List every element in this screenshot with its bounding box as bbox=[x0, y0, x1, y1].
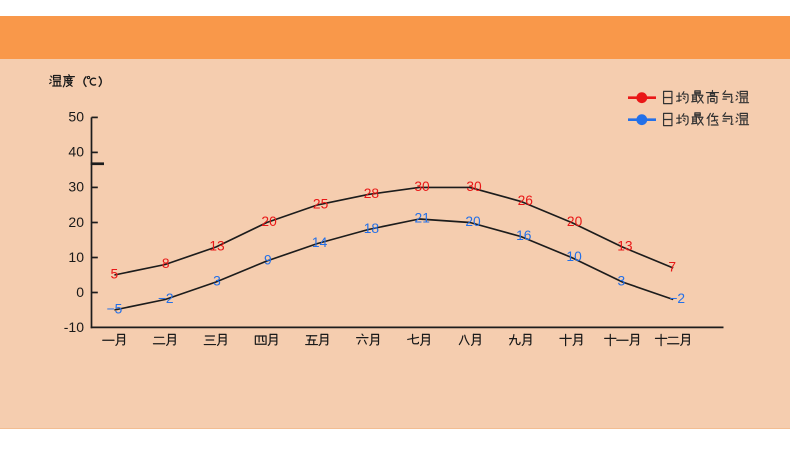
svg-text:7: 7 bbox=[668, 260, 676, 275]
svg-text:13: 13 bbox=[617, 239, 633, 254]
svg-text:18: 18 bbox=[364, 221, 380, 236]
svg-text:20: 20 bbox=[465, 214, 481, 229]
svg-text:21: 21 bbox=[415, 211, 430, 226]
svg-text:3: 3 bbox=[618, 274, 626, 289]
svg-text:26: 26 bbox=[518, 193, 534, 208]
svg-text:−2: −2 bbox=[158, 291, 174, 306]
svg-text:14: 14 bbox=[312, 235, 328, 250]
svg-text:50: 50 bbox=[68, 109, 84, 125]
svg-text:5: 5 bbox=[111, 267, 119, 282]
svg-text:10: 10 bbox=[566, 249, 582, 264]
svg-text:0: 0 bbox=[76, 284, 84, 300]
svg-text:40: 40 bbox=[68, 144, 84, 160]
svg-text:20: 20 bbox=[261, 214, 277, 229]
svg-text:3: 3 bbox=[213, 274, 221, 289]
svg-text:25: 25 bbox=[313, 197, 329, 212]
svg-text:−5: −5 bbox=[107, 302, 123, 317]
svg-text:20: 20 bbox=[567, 214, 583, 229]
svg-text:13: 13 bbox=[209, 239, 225, 254]
svg-text:30: 30 bbox=[68, 179, 84, 195]
svg-text:−2: −2 bbox=[669, 291, 685, 306]
svg-text:-10: -10 bbox=[64, 319, 84, 335]
svg-text:10: 10 bbox=[68, 249, 84, 265]
svg-text:28: 28 bbox=[364, 186, 380, 201]
svg-text:8: 8 bbox=[162, 256, 170, 271]
svg-text:16: 16 bbox=[516, 228, 532, 243]
svg-text:9: 9 bbox=[264, 253, 272, 268]
svg-text:30: 30 bbox=[414, 179, 430, 194]
svg-text:30: 30 bbox=[466, 179, 482, 194]
svg-text:20: 20 bbox=[68, 214, 84, 230]
